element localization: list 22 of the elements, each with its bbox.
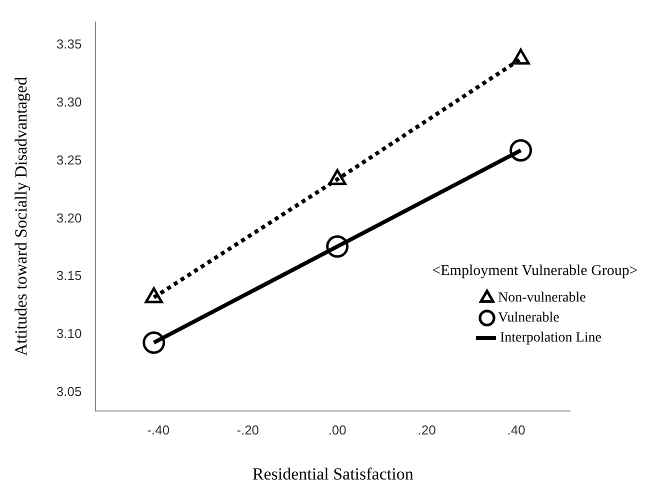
x-tick-label: .20 bbox=[418, 422, 436, 438]
annotation: Interpolation Line bbox=[500, 330, 602, 346]
y-tick-label: 3.20 bbox=[56, 210, 82, 226]
y-tick-label: 3.35 bbox=[56, 36, 82, 52]
y-tick-label: 3.05 bbox=[56, 384, 82, 400]
point bbox=[512, 48, 530, 65]
point bbox=[328, 169, 346, 186]
y-tick-label: 3.25 bbox=[56, 152, 82, 168]
x-axis-title: Residential Satisfaction bbox=[252, 464, 414, 484]
x-tick-label: .00 bbox=[328, 422, 346, 438]
y-tick-label: 3.10 bbox=[56, 326, 82, 342]
x-tick-label: -.20 bbox=[236, 422, 260, 438]
legend-label: Vulnerable bbox=[498, 310, 560, 326]
y-tick-label: 3.15 bbox=[56, 268, 82, 284]
x-tick-label: .40 bbox=[507, 422, 526, 438]
x-tick-label: -.40 bbox=[147, 422, 170, 438]
point bbox=[142, 331, 166, 354]
point bbox=[326, 235, 349, 258]
legend-label: Non-vulnerable bbox=[498, 290, 586, 306]
y-axis-title: Attitudes toward Socially Disadvantaged bbox=[12, 76, 31, 356]
legend-title: <Employment Vulnerable Group> bbox=[432, 262, 638, 279]
y-tick-label: 3.30 bbox=[56, 94, 82, 110]
